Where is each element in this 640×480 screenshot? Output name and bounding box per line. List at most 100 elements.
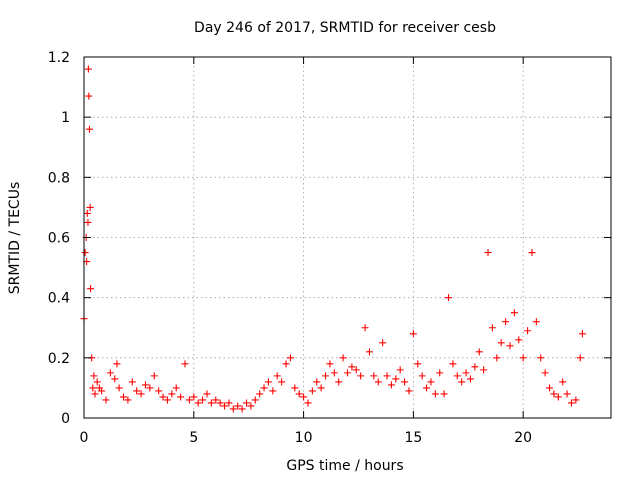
- data-point: [576, 354, 584, 362]
- data-point: [225, 399, 233, 407]
- data-point: [440, 390, 448, 398]
- data-point: [541, 369, 549, 377]
- data-point: [181, 360, 189, 368]
- data-point: [124, 396, 132, 404]
- data-point: [81, 249, 89, 257]
- x-tick-label: 0: [80, 430, 89, 446]
- data-point: [418, 372, 426, 380]
- data-point: [515, 336, 523, 344]
- data-point: [221, 402, 229, 410]
- data-point: [308, 387, 316, 395]
- y-tick-label: 1: [61, 110, 70, 126]
- data-point: [172, 384, 180, 392]
- data-point: [524, 327, 532, 335]
- data-point: [102, 396, 110, 404]
- y-tick-label: 0: [61, 411, 70, 427]
- data-point: [278, 378, 286, 386]
- data-point: [273, 372, 281, 380]
- data-point: [242, 399, 250, 407]
- data-point: [550, 390, 558, 398]
- y-tick-label: 1.2: [48, 50, 70, 66]
- data-point: [572, 396, 580, 404]
- data-point: [453, 372, 461, 380]
- data-point: [510, 309, 518, 317]
- data-point: [497, 339, 505, 347]
- data-point: [387, 381, 395, 389]
- y-tick-label: 0.6: [48, 231, 70, 247]
- data-point: [475, 348, 483, 356]
- data-point: [84, 65, 92, 73]
- data-point: [83, 209, 91, 217]
- data-point: [578, 330, 586, 338]
- data-point: [286, 354, 294, 362]
- data-point: [203, 390, 211, 398]
- data-point: [300, 393, 308, 401]
- data-point: [423, 384, 431, 392]
- data-point: [357, 372, 365, 380]
- data-point: [295, 390, 303, 398]
- data-point: [344, 369, 351, 377]
- data-point: [466, 375, 474, 383]
- data-point: [436, 369, 444, 377]
- data-point: [554, 393, 562, 401]
- data-point: [348, 363, 356, 371]
- data-point: [120, 393, 128, 401]
- y-tick-label: 0.2: [48, 351, 70, 367]
- data-point: [212, 396, 220, 404]
- data-point: [370, 372, 378, 380]
- data-point: [374, 378, 382, 386]
- data-point: [462, 369, 470, 377]
- data-point: [379, 339, 387, 347]
- data-point: [559, 378, 567, 386]
- data-point: [269, 387, 277, 395]
- data-point: [247, 402, 255, 410]
- data-point: [146, 384, 154, 392]
- data-point: [207, 399, 215, 407]
- data-point: [85, 92, 93, 100]
- data-point: [317, 384, 325, 392]
- scatter-points: [80, 65, 586, 413]
- data-point: [365, 348, 373, 356]
- x-tick-label: 10: [295, 430, 313, 446]
- data-point: [414, 360, 422, 368]
- data-point: [87, 285, 95, 293]
- data-point: [313, 378, 321, 386]
- data-point: [335, 378, 343, 386]
- data-point: [133, 387, 141, 395]
- axis-ticks: [83, 56, 611, 419]
- data-point: [234, 402, 242, 410]
- data-point: [115, 384, 123, 392]
- data-point: [502, 318, 510, 326]
- data-point: [238, 405, 246, 413]
- data-point: [260, 384, 268, 392]
- data-point: [85, 125, 93, 133]
- data-point: [98, 387, 106, 395]
- data-point: [449, 360, 457, 368]
- data-point: [90, 372, 98, 380]
- data-point: [484, 249, 492, 257]
- data-point: [458, 378, 466, 386]
- data-point: [89, 384, 97, 392]
- data-point: [291, 384, 299, 392]
- data-point: [229, 405, 237, 413]
- data-point: [488, 324, 496, 332]
- data-point: [563, 390, 571, 398]
- data-point: [150, 372, 158, 380]
- data-point: [352, 366, 360, 374]
- data-point: [256, 390, 264, 398]
- chart-title: Day 246 of 2017, SRMTID for receiver ces…: [194, 20, 496, 36]
- data-point: [168, 390, 176, 398]
- data-point: [445, 294, 453, 302]
- grid-lines: [84, 57, 611, 418]
- tick-labels: 0 0.2 0.4 0.6 0.8 1 1.2 0 5 10 15 20: [48, 50, 532, 446]
- data-point: [401, 378, 409, 386]
- data-point: [113, 360, 121, 368]
- data-point: [194, 399, 202, 407]
- data-point: [567, 399, 575, 407]
- data-point: [282, 360, 290, 368]
- data-point: [128, 378, 136, 386]
- data-point: [251, 396, 259, 404]
- data-point: [405, 387, 413, 395]
- data-point: [137, 390, 145, 398]
